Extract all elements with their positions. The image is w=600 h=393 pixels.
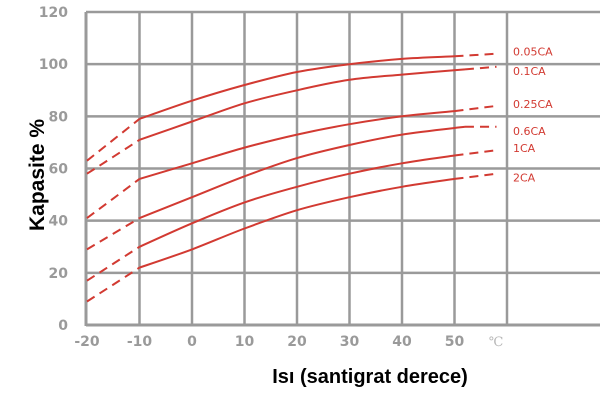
y-tick-label: 20 bbox=[49, 266, 69, 282]
series-label: 0.6CA bbox=[513, 125, 546, 138]
x-tick-label: 30 bbox=[340, 334, 360, 350]
x-tick-label: 20 bbox=[287, 334, 307, 350]
series-line-extrapolated-low bbox=[86, 118, 141, 162]
legend: 0.05CA 0.1CA 0.25CA 0.6CA 1CA 2CA bbox=[513, 46, 553, 185]
y-tick-label: 120 bbox=[39, 5, 68, 21]
series-line bbox=[139, 55, 455, 120]
series-line bbox=[139, 110, 455, 180]
series-label: 0.1CA bbox=[513, 65, 546, 78]
x-axis-label: Isı (santigrat derece) bbox=[272, 366, 468, 388]
x-tick-label: 10 bbox=[235, 334, 255, 350]
series-line-extrapolated-high bbox=[454, 172, 497, 180]
grid bbox=[86, 10, 600, 325]
x-tick-label: 40 bbox=[392, 334, 412, 350]
series-line-extrapolated-low bbox=[86, 178, 141, 219]
series-label: 0.25CA bbox=[513, 98, 553, 111]
series-label: 1CA bbox=[513, 142, 536, 155]
y-tick-label: 0 bbox=[58, 318, 68, 334]
x-tick-label: 50 bbox=[445, 334, 465, 350]
series-label: 0.05CA bbox=[513, 46, 553, 59]
series-line bbox=[139, 68, 466, 141]
series-lines bbox=[86, 52, 497, 303]
series-line-extrapolated-low bbox=[86, 138, 141, 175]
x-tick-label: 0 bbox=[187, 334, 197, 350]
y-tick-label: 60 bbox=[49, 162, 69, 178]
series-line bbox=[139, 177, 455, 269]
series-line-extrapolated-low bbox=[86, 245, 141, 282]
series-label: 2CA bbox=[513, 172, 536, 185]
series-line-extrapolated-high bbox=[454, 149, 497, 157]
x-axis-unit: ℃ bbox=[489, 335, 504, 350]
y-tick-label: 80 bbox=[49, 109, 69, 125]
y-axis-label: Kapasite % bbox=[26, 119, 49, 231]
series-line-extrapolated-low bbox=[86, 266, 141, 303]
x-tick-label: -10 bbox=[127, 334, 153, 350]
series-line-extrapolated-high bbox=[454, 104, 497, 113]
axes bbox=[84, 12, 600, 327]
series-line bbox=[139, 154, 455, 248]
series-line-extrapolated-low bbox=[86, 217, 141, 251]
y-tick-label: 40 bbox=[49, 214, 69, 230]
tick-labels: 0 20 40 60 80 100 120 -20 -10 0 10 20 30 40 50 bbox=[39, 5, 465, 350]
y-tick-label: 100 bbox=[39, 57, 68, 73]
x-tick-label: -20 bbox=[74, 334, 100, 350]
series-line bbox=[139, 125, 466, 220]
series-line-extrapolated-high bbox=[464, 65, 497, 71]
series-line-extrapolated-high bbox=[454, 52, 497, 58]
